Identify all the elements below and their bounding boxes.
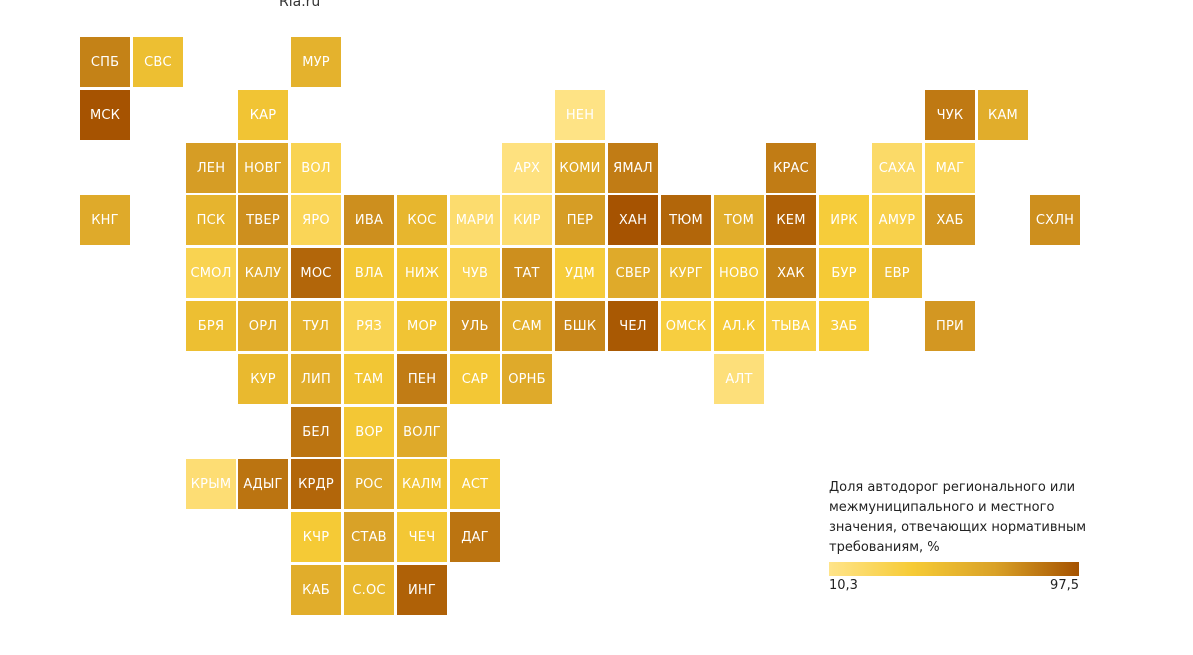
region-tile-58[interactable]: АЛ.К <box>714 301 764 351</box>
region-tile-73[interactable]: АДЫГ <box>238 459 288 509</box>
legend: Доля автодорог регионального или межмуни… <box>829 478 1089 594</box>
region-tile-23[interactable]: МАРИ <box>450 195 500 245</box>
region-tile-68[interactable]: АЛТ <box>714 354 764 404</box>
region-tile-60[interactable]: ЗАБ <box>819 301 869 351</box>
region-tile-42[interactable]: СВЕР <box>608 248 658 298</box>
region-tile-24[interactable]: КИР <box>502 195 552 245</box>
region-tile-34[interactable]: СМОЛ <box>186 248 236 298</box>
region-tile-79[interactable]: СТАВ <box>344 512 394 562</box>
region-tile-4[interactable]: КАР <box>238 90 288 140</box>
region-tile-6[interactable]: ЧУК <box>925 90 975 140</box>
region-tile-0[interactable]: СПБ <box>80 37 130 87</box>
region-tile-30[interactable]: ИРК <box>819 195 869 245</box>
region-tile-41[interactable]: УДМ <box>555 248 605 298</box>
region-tile-74[interactable]: КРДР <box>291 459 341 509</box>
region-tile-22[interactable]: КОС <box>397 195 447 245</box>
region-tile-50[interactable]: ТУЛ <box>291 301 341 351</box>
region-tile-64[interactable]: ТАМ <box>344 354 394 404</box>
region-tile-81[interactable]: ДАГ <box>450 512 500 562</box>
region-tile-65[interactable]: ПЕН <box>397 354 447 404</box>
region-tile-5[interactable]: НЕН <box>555 90 605 140</box>
region-tile-67[interactable]: ОРНБ <box>502 354 552 404</box>
region-tile-18[interactable]: ПСК <box>186 195 236 245</box>
region-tile-48[interactable]: БРЯ <box>186 301 236 351</box>
region-tile-44[interactable]: НОВО <box>714 248 764 298</box>
region-tile-45[interactable]: ХАК <box>766 248 816 298</box>
region-tile-33[interactable]: СХЛН <box>1030 195 1080 245</box>
region-tile-29[interactable]: КЕМ <box>766 195 816 245</box>
region-tile-49[interactable]: ОРЛ <box>238 301 288 351</box>
region-tile-70[interactable]: ВОР <box>344 407 394 457</box>
region-tile-13[interactable]: ЯМАЛ <box>608 143 658 193</box>
region-tile-36[interactable]: МОС <box>291 248 341 298</box>
region-tile-35[interactable]: КАЛУ <box>238 248 288 298</box>
region-tile-46[interactable]: БУР <box>819 248 869 298</box>
region-tile-56[interactable]: ЧЕЛ <box>608 301 658 351</box>
region-tile-8[interactable]: ЛЕН <box>186 143 236 193</box>
legend-max-label: 97,5 <box>1050 578 1079 593</box>
region-tile-61[interactable]: ПРИ <box>925 301 975 351</box>
region-tile-12[interactable]: КОМИ <box>555 143 605 193</box>
region-tile-54[interactable]: САМ <box>502 301 552 351</box>
region-tile-80[interactable]: ЧЕЧ <box>397 512 447 562</box>
region-tile-26[interactable]: ХАН <box>608 195 658 245</box>
region-tile-66[interactable]: САР <box>450 354 500 404</box>
region-tile-43[interactable]: КУРГ <box>661 248 711 298</box>
region-tile-83[interactable]: С.ОС <box>344 565 394 615</box>
region-tile-9[interactable]: НОВГ <box>238 143 288 193</box>
legend-min-label: 10,3 <box>829 578 858 593</box>
region-tile-21[interactable]: ИВА <box>344 195 394 245</box>
region-tile-28[interactable]: ТОМ <box>714 195 764 245</box>
region-tile-63[interactable]: ЛИП <box>291 354 341 404</box>
legend-ticks: 10,3 97,5 <box>829 576 1079 594</box>
region-tile-62[interactable]: КУР <box>238 354 288 404</box>
region-tile-84[interactable]: ИНГ <box>397 565 447 615</box>
source-label: Ria.ru <box>279 0 321 10</box>
region-tile-76[interactable]: КАЛМ <box>397 459 447 509</box>
region-tile-1[interactable]: СВС <box>133 37 183 87</box>
region-tile-77[interactable]: АСТ <box>450 459 500 509</box>
legend-title: Доля автодорог регионального или межмуни… <box>829 480 1087 555</box>
region-tile-31[interactable]: АМУР <box>872 195 922 245</box>
region-tile-7[interactable]: КАМ <box>978 90 1028 140</box>
region-tile-55[interactable]: БШК <box>555 301 605 351</box>
region-tile-59[interactable]: ТЫВА <box>766 301 816 351</box>
legend-color-scale <box>829 562 1079 576</box>
region-tile-47[interactable]: ЕВР <box>872 248 922 298</box>
region-tile-25[interactable]: ПЕР <box>555 195 605 245</box>
region-tile-15[interactable]: САХА <box>872 143 922 193</box>
region-tile-14[interactable]: КРАС <box>766 143 816 193</box>
region-tile-51[interactable]: РЯЗ <box>344 301 394 351</box>
region-tile-52[interactable]: МОР <box>397 301 447 351</box>
region-tile-27[interactable]: ТЮМ <box>661 195 711 245</box>
region-tile-19[interactable]: ТВЕР <box>238 195 288 245</box>
region-tile-32[interactable]: ХАБ <box>925 195 975 245</box>
region-tile-17[interactable]: КНГ <box>80 195 130 245</box>
region-tile-10[interactable]: ВОЛ <box>291 143 341 193</box>
region-tile-57[interactable]: ОМСК <box>661 301 711 351</box>
region-tile-38[interactable]: НИЖ <box>397 248 447 298</box>
region-tile-40[interactable]: ТАТ <box>502 248 552 298</box>
region-tile-71[interactable]: ВОЛГ <box>397 407 447 457</box>
region-tile-75[interactable]: РОС <box>344 459 394 509</box>
region-tile-3[interactable]: МСК <box>80 90 130 140</box>
region-tile-82[interactable]: КАБ <box>291 565 341 615</box>
region-tile-78[interactable]: КЧР <box>291 512 341 562</box>
region-tile-2[interactable]: МУР <box>291 37 341 87</box>
region-tile-39[interactable]: ЧУВ <box>450 248 500 298</box>
region-tile-20[interactable]: ЯРО <box>291 195 341 245</box>
region-tile-16[interactable]: МАГ <box>925 143 975 193</box>
region-tile-11[interactable]: АРХ <box>502 143 552 193</box>
region-tile-37[interactable]: ВЛА <box>344 248 394 298</box>
region-tile-72[interactable]: КРЫМ <box>186 459 236 509</box>
region-tile-53[interactable]: УЛЬ <box>450 301 500 351</box>
region-tile-69[interactable]: БЕЛ <box>291 407 341 457</box>
